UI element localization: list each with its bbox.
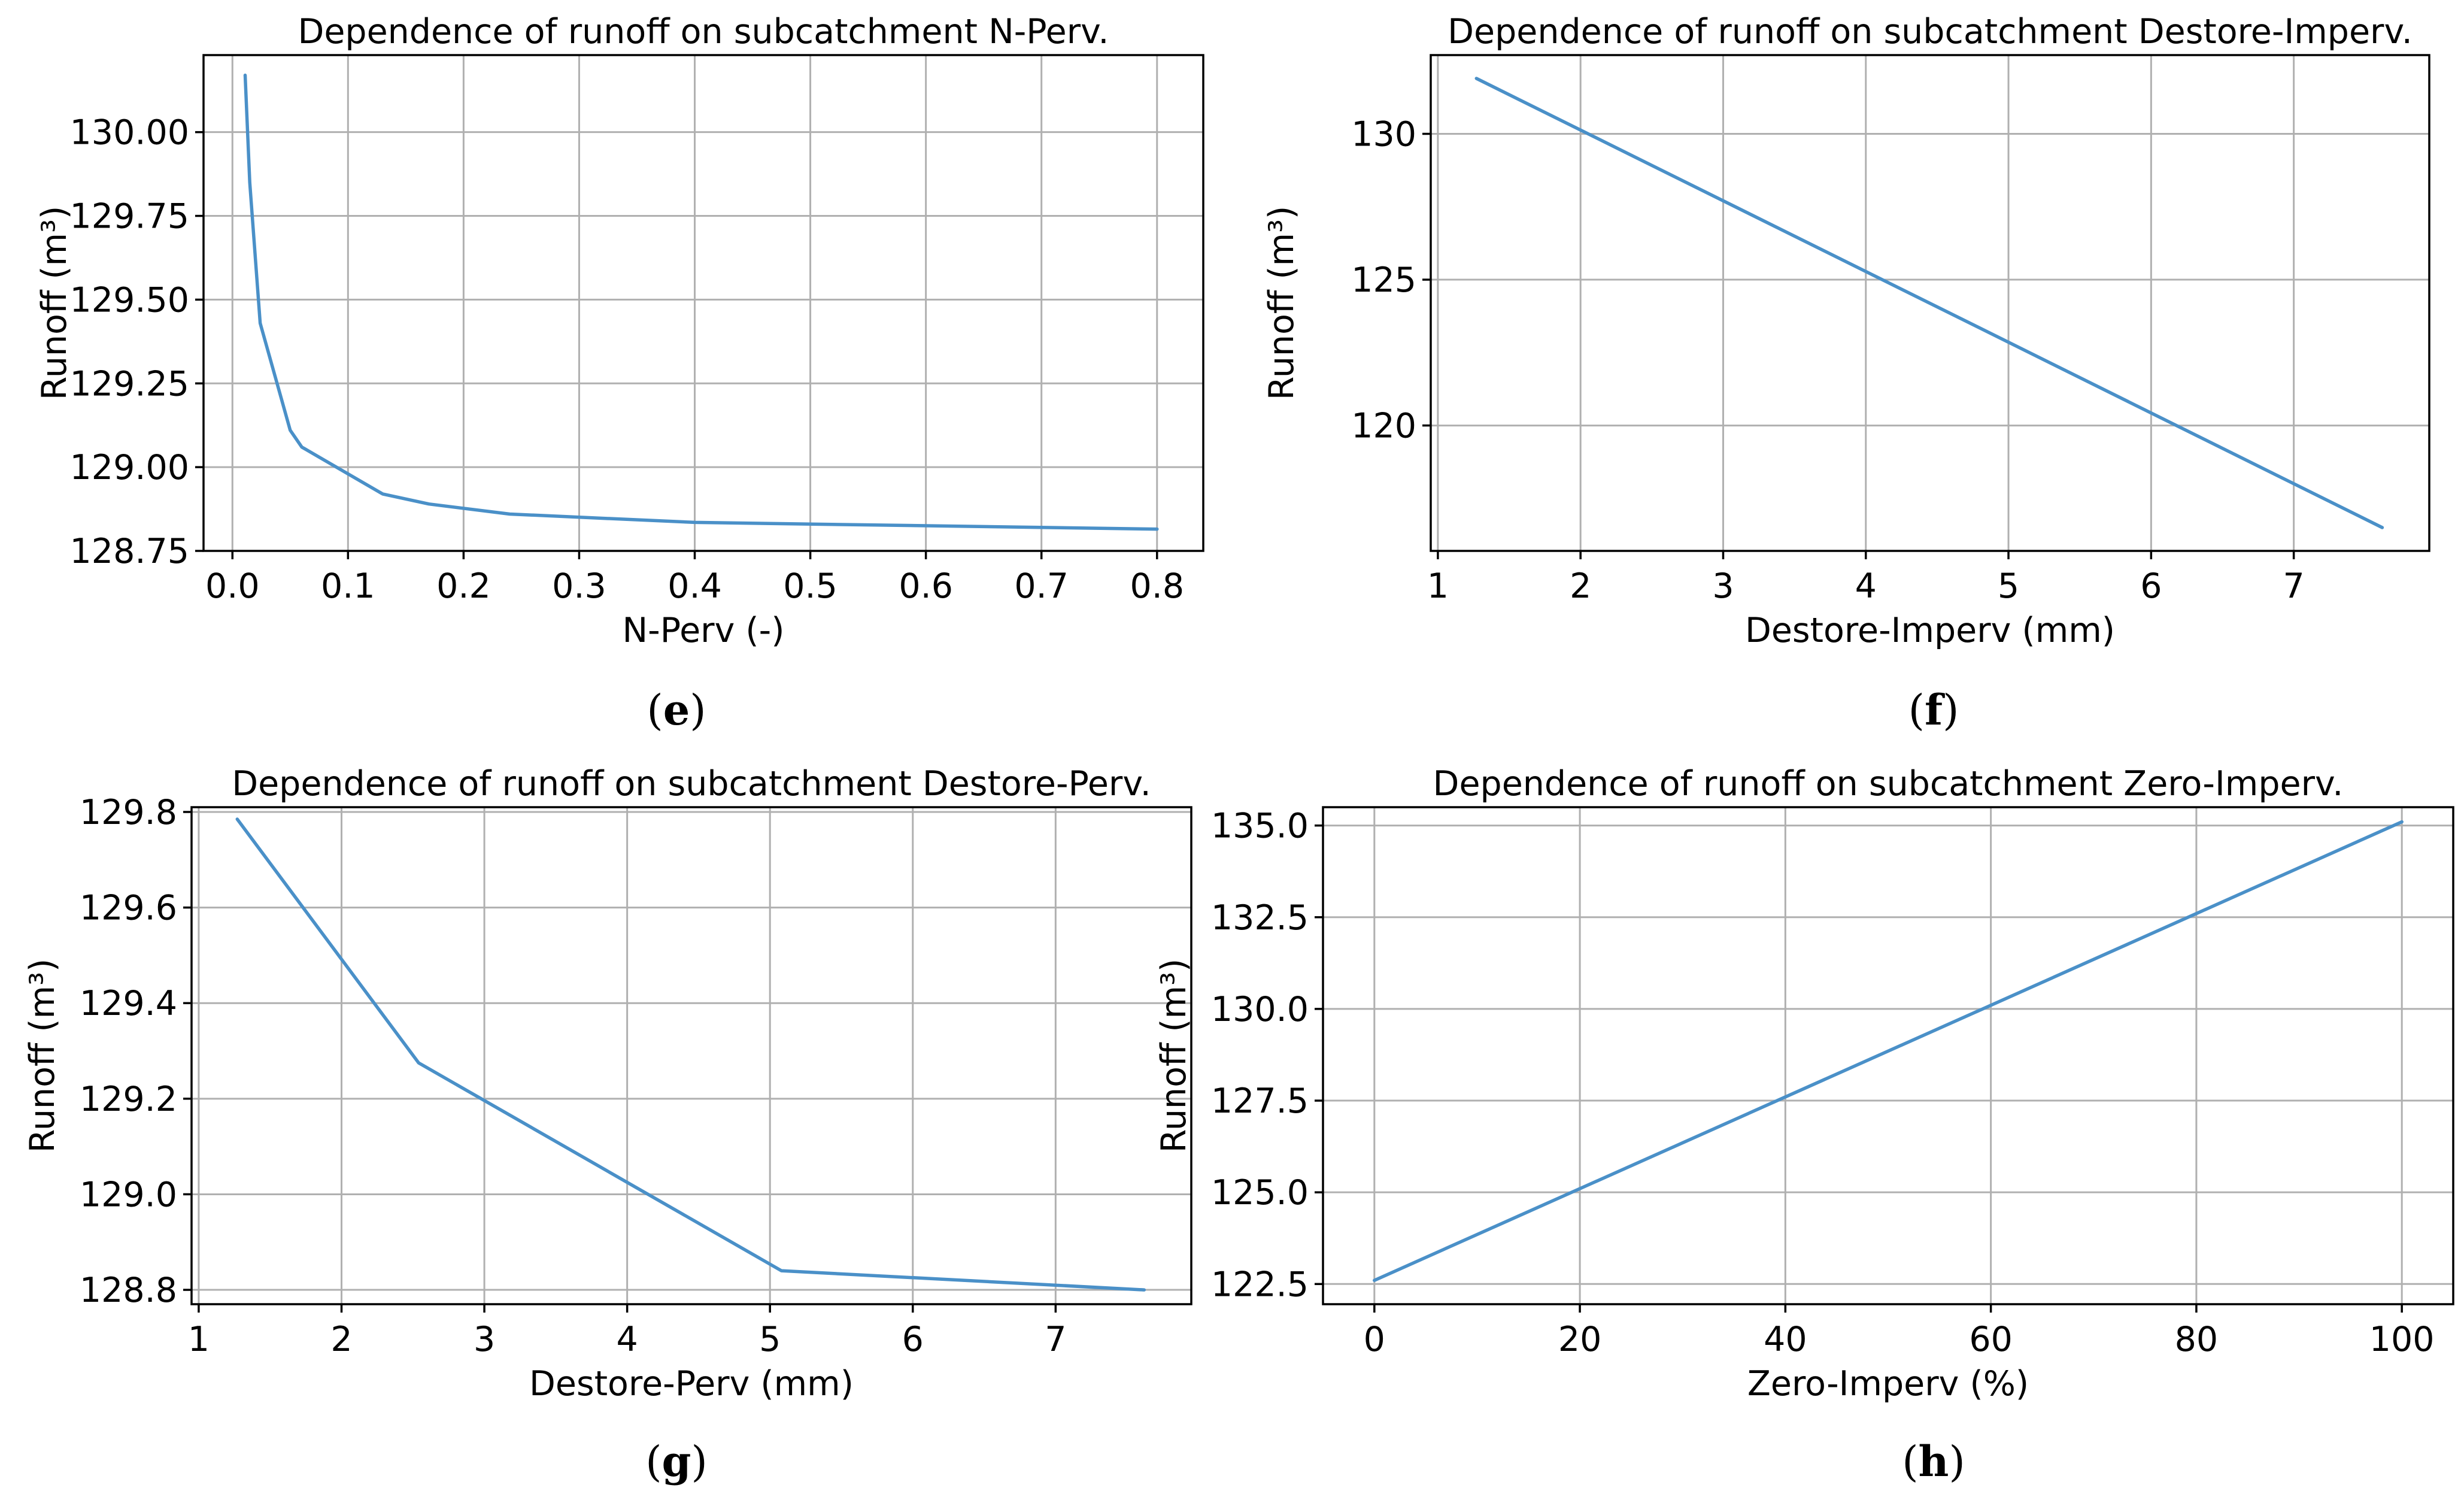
chart-h-panel-label: (h) <box>1902 1437 1965 1486</box>
chart-g-xtick-label-1: 2 <box>330 1320 352 1359</box>
chart-h-xtick-label-1: 20 <box>1558 1320 1602 1359</box>
chart-e-ylabel: Runoff (m³) <box>35 206 74 400</box>
chart-f-xtick-label-0: 1 <box>1427 566 1449 606</box>
chart-h-ytick-label-1: 125.0 <box>1211 1173 1309 1213</box>
chart-h: 0 20 40 60 80 100 122.5 125.0 127.5 130.0 132.5 135… <box>1154 764 2454 1486</box>
chart-h-ylabel: Runoff (m³) <box>1154 959 1194 1153</box>
chart-f-panel-label: (f) <box>1908 685 1959 735</box>
chart-e-ytick-label-3: 129.50 <box>70 280 189 320</box>
chart-e-xtick-label-4: 0.4 <box>667 566 722 606</box>
chart-e-ytick-label-5: 130.00 <box>70 113 189 153</box>
chart-e-ytick-label-2: 129.25 <box>70 364 189 404</box>
chart-h-series-line-0 <box>1373 820 2404 1282</box>
chart-e-ytick-label-4: 129.75 <box>70 197 189 237</box>
chart-e: 0.0 0.1 0.2 0.3 0.4 0.5 0.6 0.7 0.8 128.75 129.00 1… <box>35 12 1204 735</box>
chart-e-ytick-label-0: 128.75 <box>70 532 189 571</box>
chart-g-ytick-label-3: 129.4 <box>80 984 177 1023</box>
chart-h-ytick-label-0: 122.5 <box>1211 1265 1309 1304</box>
chart-h-xtick-label-2: 40 <box>1764 1320 1807 1359</box>
chart-f-xtick-label-3: 4 <box>1855 566 1877 606</box>
chart-g-xtick-label-4: 5 <box>759 1320 781 1359</box>
chart-f-series-line-0 <box>1474 77 2384 529</box>
chart-g-ylabel: Runoff (m³) <box>23 959 62 1153</box>
chart-e-xtick-label-7: 0.7 <box>1014 566 1069 606</box>
chart-f-xtick-label-2: 3 <box>1712 566 1734 606</box>
chart-g-xtick-label-3: 4 <box>617 1320 638 1359</box>
chart-e-xtick-label-1: 0.1 <box>321 566 375 606</box>
chart-g-title: Dependence of runoff on subcatchment Des… <box>232 764 1151 804</box>
chart-g-xtick-label-2: 3 <box>474 1320 495 1359</box>
chart-f-xtick-label-5: 6 <box>2140 566 2162 606</box>
chart-f-xtick-label-1: 2 <box>1570 566 1591 606</box>
chart-f-title: Dependence of runoff on subcatchment Des… <box>1448 12 2413 51</box>
chart-e-xtick-label-8: 0.8 <box>1130 566 1184 606</box>
chart-e-title: Dependence of runoff on subcatchment N-P… <box>298 12 1109 51</box>
chart-h-plot-frame <box>1322 806 2454 1305</box>
chart-f: 1 2 3 4 5 6 7 120 125 130 Dependence of runoff on … <box>1262 12 2430 735</box>
chart-e-xtick-label-5: 0.5 <box>783 566 837 606</box>
chart-f-plot-frame <box>1430 54 2430 552</box>
chart-h-ytick-label-5: 135.0 <box>1211 807 1309 846</box>
chart-f-ylabel: Runoff (m³) <box>1262 206 1301 400</box>
chart-g-series-line-0 <box>235 817 1146 1292</box>
chart-e-xtick-label-6: 0.6 <box>899 566 953 606</box>
chart-g-xlabel: Destore-Perv (mm) <box>529 1364 854 1404</box>
chart-e-plot-frame <box>202 54 1204 552</box>
chart-f-xtick-label-6: 7 <box>2283 566 2304 606</box>
chart-h-ytick-label-3: 130.0 <box>1211 990 1309 1029</box>
chart-g-ytick-label-0: 128.8 <box>80 1271 177 1310</box>
chart-f-xtick-label-4: 5 <box>1998 566 2019 606</box>
chart-g-plot-frame <box>190 806 1192 1305</box>
chart-f-ytick-label-2: 130 <box>1351 115 1416 154</box>
chart-e-ytick-label-1: 129.00 <box>70 448 189 487</box>
chart-g-panel-label: (g) <box>645 1437 708 1486</box>
chart-g: 1 2 3 4 5 6 7 128.8 129.0 129.2 129.4 129.6 129.8 Dep… <box>23 764 1192 1486</box>
chart-g-ytick-label-2: 129.2 <box>80 1080 177 1119</box>
chart-g-xtick-label-5: 6 <box>902 1320 924 1359</box>
chart-h-xtick-label-0: 0 <box>1364 1320 1385 1359</box>
chart-e-panel-label: (e) <box>647 685 706 735</box>
chart-f-ytick-label-0: 120 <box>1351 407 1416 446</box>
chart-h-xtick-label-5: 100 <box>2369 1320 2435 1359</box>
chart-f-ytick-label-1: 125 <box>1351 260 1416 300</box>
chart-h-ytick-label-2: 127.5 <box>1211 1081 1309 1121</box>
chart-h-xtick-label-4: 80 <box>2175 1320 2219 1359</box>
chart-f-xlabel: Destore-Imperv (mm) <box>1745 611 2115 650</box>
chart-h-xlabel: Zero-Imperv (%) <box>1747 1364 2029 1404</box>
chart-e-xtick-label-2: 0.2 <box>436 566 491 606</box>
chart-h-title: Dependence of runoff on subcatchment Zer… <box>1433 764 2344 804</box>
chart-h-ytick-label-4: 132.5 <box>1211 898 1309 938</box>
chart-e-xlabel: N-Perv (-) <box>623 611 785 650</box>
chart-g-ytick-label-1: 129.0 <box>80 1175 177 1214</box>
chart-g-xtick-label-0: 1 <box>188 1320 210 1359</box>
chart-e-xtick-label-0: 0.0 <box>205 566 260 606</box>
chart-g-xtick-label-6: 7 <box>1045 1320 1066 1359</box>
chart-e-series-line-0 <box>243 73 1159 531</box>
chart-g-ytick-label-4: 129.6 <box>80 889 177 928</box>
chart-h-xtick-label-3: 60 <box>1969 1320 2013 1359</box>
chart-e-xtick-label-3: 0.3 <box>552 566 606 606</box>
chart-g-ytick-label-5: 129.8 <box>80 793 177 832</box>
